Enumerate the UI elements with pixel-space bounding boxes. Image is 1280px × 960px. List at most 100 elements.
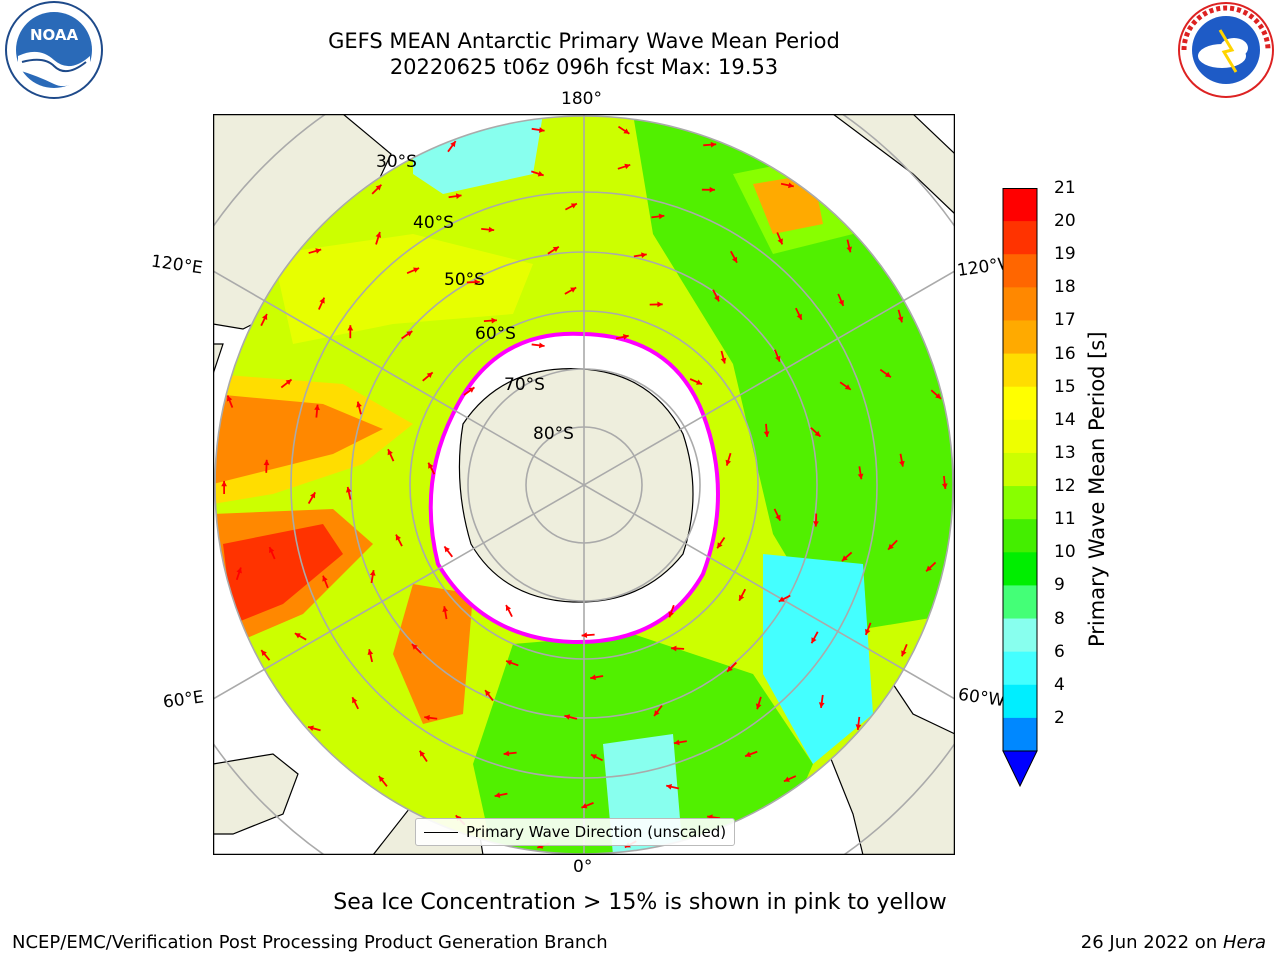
wave-arrow-head [884, 371, 891, 378]
noaa-logo-text: NOAA [30, 26, 79, 44]
wave-arrow-head [935, 393, 941, 399]
chart-title: GEFS MEAN Antarctic Primary Wave Mean Pe… [328, 29, 840, 53]
wave-arrow-head [268, 547, 275, 554]
wave-arrow-head [221, 480, 227, 487]
wave-arrow-head [731, 256, 738, 263]
colorbar-band [1003, 486, 1037, 520]
wave-arrow-head [352, 697, 358, 704]
colorbar-tick-label: 2 [1054, 707, 1065, 728]
wave-arrow-head [375, 184, 382, 191]
footer-branch: NCEP/EMC/Verification Post Processing Pr… [12, 932, 608, 953]
wave-arrow-head [668, 611, 674, 618]
wave-arrow-head [623, 128, 630, 134]
colorbar-band [1003, 651, 1037, 686]
colorbar-band [1003, 452, 1037, 487]
wave-arrow-head [424, 714, 430, 721]
wave-arrow-head [581, 632, 588, 639]
wave-arrow-head [419, 750, 426, 757]
colorbar-tick-label: 12 [1054, 476, 1076, 497]
wave-arrow-head [725, 459, 732, 466]
polar-map [212, 113, 956, 856]
colorbar-outline [1002, 188, 1038, 752]
wave-arrow-head [285, 379, 292, 386]
colorbar-band [1003, 287, 1037, 321]
wave-arrow-head [564, 714, 571, 720]
wave-arrow-head [763, 431, 770, 437]
wave-arrow-head [485, 690, 491, 697]
wave-arrow-head [813, 521, 819, 527]
colorbar-tick-label: 10 [1054, 542, 1076, 563]
wave-arrow-head [710, 141, 717, 148]
wave-arrow-head [865, 628, 871, 635]
wave-arrow-head [739, 594, 745, 601]
wave-arrow-head [538, 342, 545, 349]
wave-arrow-head [745, 751, 752, 758]
wave-arrow-head [581, 803, 588, 809]
wave-arrow-head [347, 325, 354, 331]
wave-arrow-head [796, 313, 802, 320]
wave-arrow-head [814, 430, 821, 437]
wave-arrow-head [778, 596, 785, 602]
colorbar-band [1003, 320, 1037, 355]
colorbar-tick-label: 8 [1054, 608, 1065, 629]
lat-label-70s: 70°S [504, 375, 545, 395]
colorbar-tick-label: 6 [1054, 641, 1065, 662]
wave-arrow-head [261, 650, 267, 657]
wave-arrow-head [537, 171, 544, 177]
wave-arrow-head [308, 725, 314, 732]
noaa-logo: NOAA [4, 0, 104, 100]
colorbar-tick-label: 19 [1054, 244, 1076, 265]
wave-arrow-head [315, 248, 322, 254]
wave-arrow-head [428, 462, 434, 469]
colorbar-band [1003, 585, 1037, 620]
wave-arrow-head [263, 459, 270, 466]
wave-arrow-head [658, 213, 665, 220]
wave-arrow-head [590, 674, 596, 681]
wave-arrow-head [838, 299, 844, 306]
legend-line-icon [424, 831, 458, 833]
wave-arrow-head [657, 301, 663, 308]
wave-arrow-head [345, 486, 352, 493]
colorbar-band [1003, 386, 1037, 421]
colorbar-band [1003, 419, 1037, 454]
wave-arrow-head [897, 316, 904, 323]
chart-subtitle: 20220625 t06z 096h fcst Max: 19.53 [389, 55, 779, 79]
lat-label-40s: 40°S [413, 213, 454, 233]
wave-arrow-head [788, 182, 794, 189]
wave-arrow-head [811, 637, 817, 644]
wave-arrow-head [314, 404, 320, 411]
colorbar-tick-label: 17 [1054, 310, 1076, 331]
wave-arrow-head [926, 565, 932, 572]
wave-arrow-head [727, 665, 733, 672]
wave-arrow-head [426, 372, 433, 379]
colorbar-extend-triangle [1002, 750, 1038, 788]
colorbar-band [1003, 717, 1037, 752]
wave-arrow-head [310, 492, 316, 499]
wave-arrow-head [474, 279, 480, 285]
lon-label-120e: 120°E [149, 251, 204, 279]
wave-arrow-head [696, 379, 703, 385]
lon-label-60e: 60°E [161, 687, 206, 713]
wave-arrow-head [899, 460, 905, 467]
wave-arrow-head [450, 141, 456, 148]
wave-arrow-head [590, 754, 597, 760]
wave-arrow-head [622, 334, 629, 340]
map-legend: Primary Wave Direction (unscaled) [415, 818, 736, 846]
wave-arrow-head [378, 776, 385, 783]
wave-arrow-head [505, 605, 512, 612]
wave-arrow-head [844, 384, 851, 390]
wave-arrow-head [375, 232, 382, 238]
colorbar-tick-label: 9 [1054, 575, 1065, 596]
wave-arrow-head [488, 226, 495, 233]
graticule [213, 114, 955, 855]
wave-arrow-head [387, 449, 393, 456]
colorbar-tick-label: 21 [1054, 178, 1076, 198]
wave-arrow-head [494, 792, 501, 798]
wave-arrow-head [641, 252, 647, 259]
wave-arrow-head [818, 702, 825, 708]
wave-arrow-head [406, 331, 413, 337]
wave-arrow-head [468, 387, 475, 393]
colorbar-label: Primary Wave Mean Period [s] [1085, 331, 1109, 647]
wave-arrow-head [855, 724, 862, 730]
colorbar-band [1003, 254, 1037, 288]
